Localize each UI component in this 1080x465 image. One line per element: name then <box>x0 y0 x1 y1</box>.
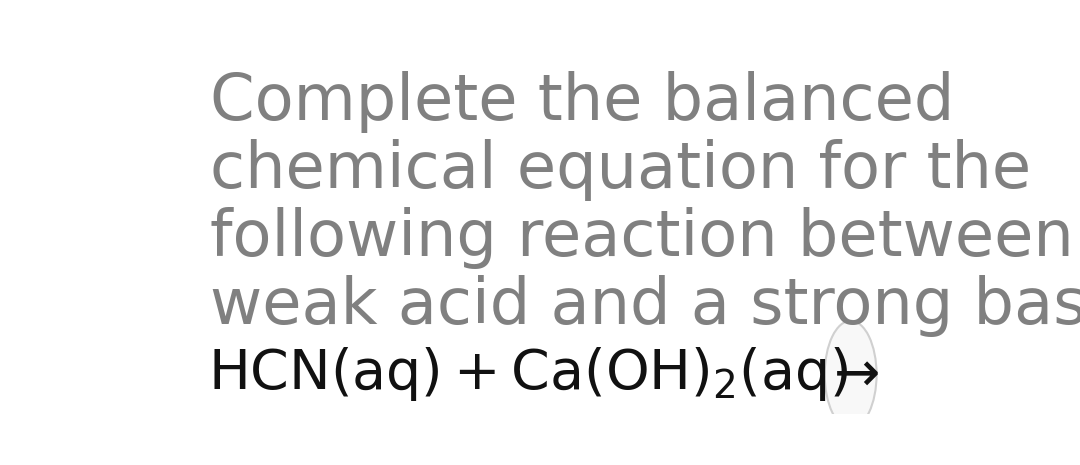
Text: $\mathrm{HCN(aq) + Ca(OH)_2(aq)}$: $\mathrm{HCN(aq) + Ca(OH)_2(aq)}$ <box>208 345 849 404</box>
Text: $\rightarrow$: $\rightarrow$ <box>823 347 880 401</box>
Text: Complete the balanced: Complete the balanced <box>211 71 955 133</box>
Text: weak acid and a strong base.: weak acid and a strong base. <box>211 275 1080 338</box>
Ellipse shape <box>825 321 877 428</box>
Text: following reaction between a: following reaction between a <box>211 207 1080 269</box>
Text: chemical equation for the: chemical equation for the <box>211 140 1031 201</box>
